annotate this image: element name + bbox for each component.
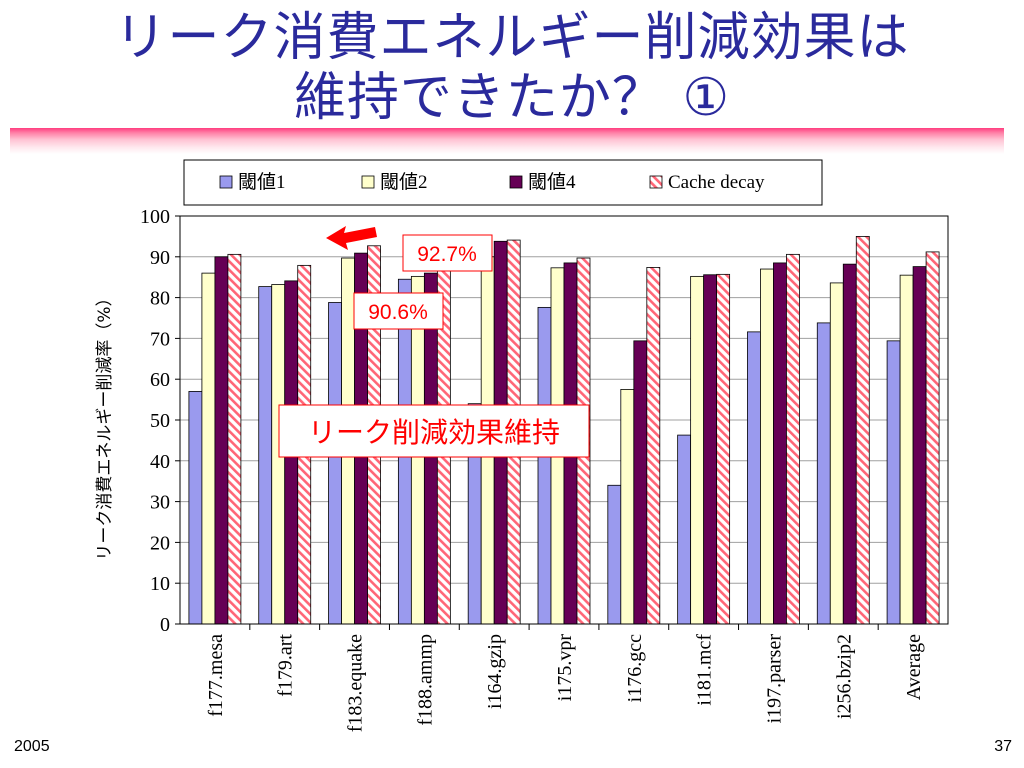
bar-i197.parser-series-1 — [747, 331, 761, 625]
bar-f177.mesa-series-3 — [214, 256, 229, 625]
x-tick-label: f177.mesa — [205, 634, 227, 717]
callout-value-a: 92.7% — [417, 243, 477, 266]
y-tick-label: 100 — [140, 206, 170, 228]
x-tick-label: Average — [903, 634, 925, 700]
page-number: 37 — [994, 738, 1012, 755]
y-tick-labels: 0 10 20 30 40 50 60 70 80 90 100 — [140, 206, 170, 636]
x-tick-label: i176.gcc — [624, 634, 646, 702]
legend-label-1: 閾値1 — [238, 171, 286, 193]
y-tick-label: 30 — [150, 492, 170, 514]
bar-f179.art-series-1 — [258, 286, 273, 625]
legend-label-4: Cache decay — [668, 172, 765, 193]
bar-Average-series-4 — [925, 251, 940, 625]
title-divider — [10, 128, 1004, 154]
x-tick-label: f188.ammp — [414, 634, 436, 726]
bar-i197.parser-series-3 — [773, 262, 787, 625]
bar-i175.vpr-series-1 — [537, 306, 552, 625]
bar-Average-series-2 — [899, 274, 914, 625]
y-tick-label: 80 — [150, 288, 170, 310]
bar-f177.mesa-series-4 — [227, 253, 242, 625]
y-tick-label: 0 — [160, 614, 170, 636]
callout-value-b: 90.6% — [368, 301, 428, 324]
bar-i256.bzip2-series-1 — [816, 322, 831, 625]
bar-i181.mcf-series-4 — [716, 273, 731, 625]
title-line-1: リーク消費エネルギー削減効果は — [114, 8, 910, 68]
callout-box-a — [402, 234, 493, 272]
y-tick-label: 70 — [150, 328, 170, 350]
bar-i181.mcf-series-1 — [677, 434, 692, 625]
footer-year: 2005 — [14, 738, 50, 755]
bar-f183.equake-series-1 — [328, 302, 342, 625]
arrow-icon — [326, 226, 377, 250]
y-tick-label: 90 — [150, 247, 170, 269]
x-tick-label: i181.mcf — [694, 634, 716, 706]
legend: 閾値1 閾値2 閾値4 Cache decay — [183, 159, 823, 206]
x-tick-label: i164.gzip — [484, 634, 506, 709]
callout-box-b — [353, 292, 444, 330]
y-tick-label: 40 — [150, 451, 170, 473]
x-tick-label: i197.parser — [763, 634, 785, 724]
y-tick-label: 10 — [150, 573, 170, 595]
plot-frame — [179, 215, 949, 625]
x-tick-label: i175.vpr — [554, 634, 576, 702]
slide-title: リーク消費エネルギー削減効果は 維持できたか？ ① — [0, 8, 1024, 128]
callout-main: リーク削減効果維持 — [308, 416, 560, 449]
bar-i176.gcc-series-4 — [646, 267, 661, 625]
y-tick-label: 60 — [150, 369, 170, 391]
bar-Average-series-1 — [886, 340, 901, 625]
bar-f177.mesa-series-2 — [201, 272, 216, 625]
title-line-2: 維持できたか？ ① — [293, 68, 731, 128]
legend-swatch-1 — [219, 175, 233, 189]
x-tick-labels: f177.mesa f179.art f183.equake f188.ammp i16… — [205, 634, 925, 733]
legend-swatch-4 — [649, 175, 663, 189]
bar-i197.parser-series-2 — [760, 268, 774, 625]
bar-i176.gcc-series-3 — [633, 340, 648, 625]
legend-box — [183, 159, 823, 206]
bars — [188, 235, 940, 625]
callout-box-main — [278, 404, 590, 458]
legend-swatch-3 — [509, 175, 523, 189]
bar-i181.mcf-series-3 — [703, 274, 718, 625]
x-tick-label: i256.bzip2 — [833, 634, 855, 719]
bar-i256.bzip2-series-2 — [829, 282, 844, 625]
y-axis-label: リーク消費エネルギー削減率（%） — [95, 289, 115, 560]
bar-i176.gcc-series-1 — [607, 484, 622, 625]
legend-label-2: 閾値2 — [380, 171, 428, 193]
x-tick-label: f183.equake — [345, 634, 367, 732]
bar-i256.bzip2-series-4 — [855, 235, 870, 625]
bar-i256.bzip2-series-3 — [842, 263, 857, 625]
bar-f177.mesa-series-1 — [188, 391, 203, 625]
axes — [175, 215, 949, 630]
y-tick-label: 50 — [150, 410, 170, 432]
legend-swatch-2 — [361, 175, 375, 189]
bar-i181.mcf-series-2 — [690, 275, 705, 625]
bar-i176.gcc-series-2 — [620, 388, 635, 625]
bar-Average-series-3 — [912, 266, 927, 625]
legend-label-3: 閾値4 — [528, 171, 576, 193]
x-tick-label: f179.art — [275, 634, 297, 697]
y-tick-label: 20 — [150, 532, 170, 554]
bar-i197.parser-series-4 — [786, 253, 800, 625]
